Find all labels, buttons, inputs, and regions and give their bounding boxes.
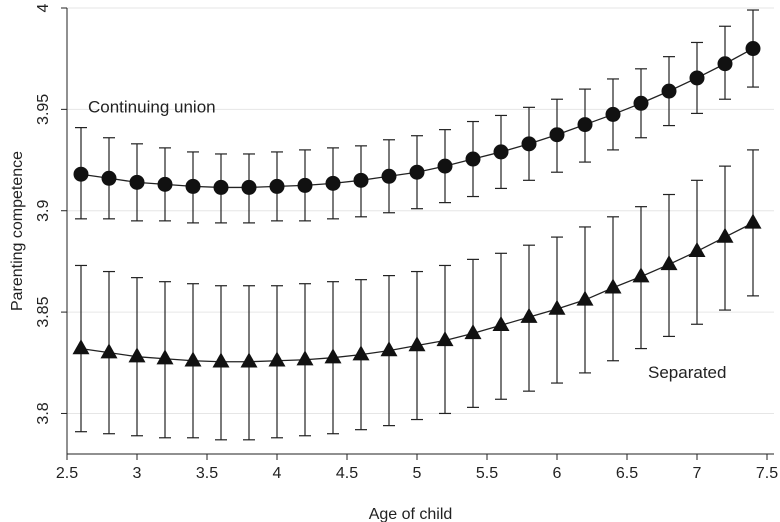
marker-layer <box>72 41 762 368</box>
axis-layer: 3.8 3.85 3.9 3.95 4 2.5 3 3.5 4 4.5 5 5.5 6 6.5 7 7.5 <box>35 3 778 482</box>
x-tick-label: 4 <box>273 465 282 482</box>
data-point <box>213 179 229 195</box>
data-point <box>409 164 425 180</box>
annotation-separated: Separated <box>648 363 726 382</box>
x-tick-label: 4.5 <box>336 465 358 482</box>
data-point <box>465 151 481 167</box>
x-tick-label: 6 <box>553 465 562 482</box>
data-point <box>689 70 705 86</box>
data-point <box>717 56 733 72</box>
data-point <box>576 290 594 306</box>
data-point <box>744 213 762 229</box>
data-point <box>73 166 89 182</box>
data-point <box>353 172 369 188</box>
y-axis-title: Parenting competence <box>9 151 26 311</box>
y-tick-label: 3.85 <box>35 296 52 327</box>
y-tick-label: 4 <box>35 3 52 12</box>
data-point <box>128 347 146 363</box>
data-point <box>688 241 706 257</box>
data-point <box>660 255 678 271</box>
data-point <box>604 278 622 294</box>
data-point <box>240 352 258 368</box>
data-point <box>408 336 426 352</box>
data-point <box>716 227 734 243</box>
data-point <box>437 158 453 174</box>
data-point <box>324 348 342 364</box>
data-point <box>605 106 621 122</box>
data-point <box>352 345 370 361</box>
data-point <box>745 41 761 57</box>
x-tick-label: 2.5 <box>56 465 78 482</box>
data-point <box>157 176 173 192</box>
data-point <box>72 339 90 355</box>
data-point <box>633 95 649 111</box>
data-point <box>325 175 341 191</box>
data-point <box>100 343 118 359</box>
grid-layer <box>67 7 774 414</box>
x-tick-label: 6.5 <box>616 465 638 482</box>
data-point <box>548 299 566 315</box>
annotation-continuing-union: Continuing union <box>88 97 216 116</box>
data-point <box>464 324 482 340</box>
data-point <box>156 349 174 365</box>
x-tick-label: 5.5 <box>476 465 498 482</box>
data-point <box>549 127 565 143</box>
data-point <box>521 136 537 152</box>
data-point <box>296 350 314 366</box>
x-tick-label: 7 <box>693 465 702 482</box>
x-tick-label: 3.5 <box>196 465 218 482</box>
data-point <box>577 117 593 133</box>
data-point <box>661 83 677 99</box>
data-point <box>297 177 313 193</box>
data-point <box>436 331 454 347</box>
data-point <box>129 174 145 190</box>
data-point <box>212 352 230 368</box>
data-point <box>185 178 201 194</box>
x-tick-label: 7.5 <box>756 465 778 482</box>
x-axis-title: Age of child <box>369 506 453 522</box>
data-point <box>269 178 285 194</box>
data-point <box>493 144 509 160</box>
data-point <box>241 179 257 195</box>
data-point <box>381 168 397 184</box>
data-point <box>184 351 202 367</box>
data-point <box>520 307 538 323</box>
y-tick-label: 3.8 <box>35 402 52 424</box>
data-point <box>380 341 398 357</box>
data-point <box>492 315 510 331</box>
x-tick-label: 5 <box>413 465 422 482</box>
annotation-layer: Continuing union Separated <box>88 97 726 382</box>
x-tick-label: 3 <box>133 465 142 482</box>
data-point <box>632 267 650 283</box>
data-point <box>268 351 286 367</box>
y-tick-label: 3.9 <box>35 200 52 222</box>
data-point <box>101 170 117 186</box>
y-tick-label: 3.95 <box>35 94 52 125</box>
